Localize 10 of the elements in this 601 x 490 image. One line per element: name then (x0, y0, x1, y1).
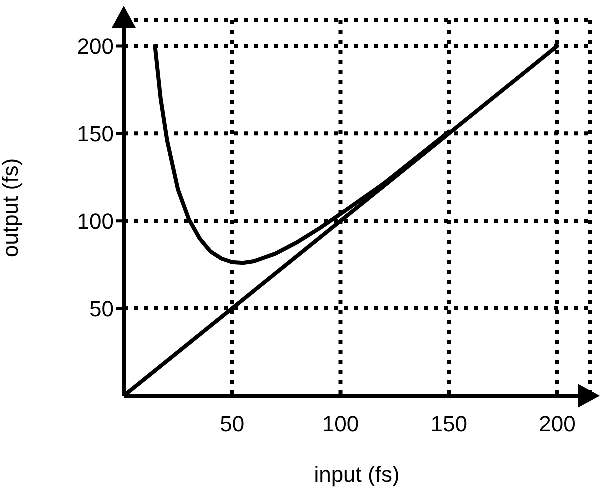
y-tick-label: 50 (90, 296, 114, 322)
x-tick-label: 200 (539, 412, 576, 437)
y-tick-label: 150 (77, 121, 114, 146)
y-axis-title: output (fs) (0, 158, 23, 258)
x-tick-label: 50 (220, 412, 245, 437)
y-tick-label: 100 (77, 208, 114, 234)
x-tick-label: 100 (322, 412, 360, 437)
y-tick-label: 200 (77, 34, 114, 60)
x-axis-title: input (fs) (314, 462, 400, 487)
x-tick-label: 150 (430, 412, 468, 437)
